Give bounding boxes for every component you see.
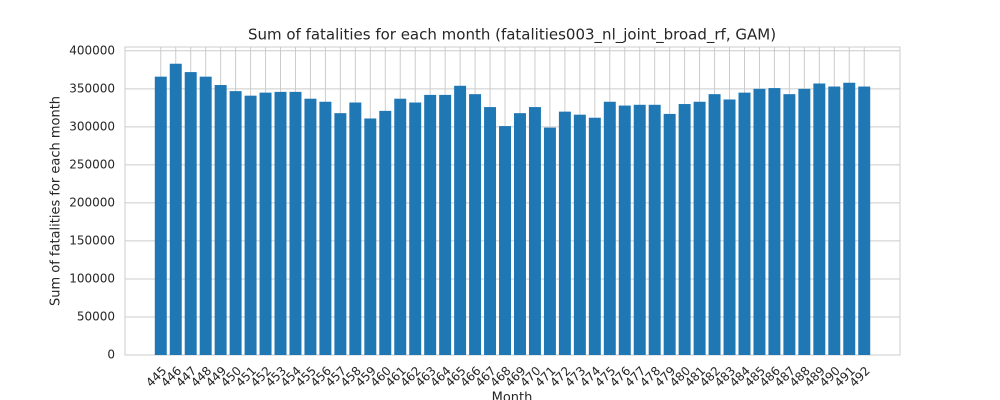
y-tick-label: 300000 bbox=[69, 119, 115, 133]
bar bbox=[828, 86, 841, 355]
chart-title: Sum of fatalities for each month (fatali… bbox=[248, 26, 776, 45]
bar bbox=[394, 98, 407, 356]
y-tick-label: 350000 bbox=[69, 81, 115, 95]
bar bbox=[184, 72, 197, 355]
y-tick-label: 250000 bbox=[69, 157, 115, 171]
bar bbox=[289, 91, 302, 355]
bar bbox=[409, 102, 422, 355]
bar bbox=[364, 118, 377, 355]
bar bbox=[753, 88, 766, 356]
bar bbox=[154, 76, 167, 356]
bar bbox=[379, 110, 392, 355]
y-tick-label: 150000 bbox=[69, 233, 115, 247]
bar bbox=[843, 82, 856, 355]
y-tick-label: 50000 bbox=[77, 309, 115, 323]
y-axis-label: Sum of fatalities for each month bbox=[49, 96, 64, 306]
bar bbox=[858, 86, 871, 355]
x-axis-label: Month bbox=[492, 391, 533, 400]
bar bbox=[499, 126, 512, 355]
bar bbox=[214, 85, 227, 355]
bar bbox=[469, 94, 482, 355]
bar bbox=[603, 101, 616, 355]
bar bbox=[693, 101, 706, 355]
bar bbox=[334, 113, 347, 355]
bar bbox=[678, 104, 691, 355]
bar bbox=[349, 102, 362, 355]
bar bbox=[798, 88, 811, 356]
bar bbox=[633, 104, 646, 355]
bar bbox=[768, 88, 781, 356]
bar bbox=[708, 94, 721, 355]
bar bbox=[454, 85, 467, 355]
y-tick-label: 100000 bbox=[69, 271, 115, 285]
bar bbox=[618, 105, 631, 356]
bar bbox=[319, 101, 332, 355]
bar bbox=[663, 113, 676, 355]
bar bbox=[229, 91, 242, 355]
bar bbox=[484, 107, 497, 355]
bar bbox=[274, 91, 287, 355]
bar bbox=[169, 63, 182, 355]
bar bbox=[513, 113, 526, 355]
bar bbox=[783, 94, 796, 355]
bar bbox=[244, 95, 257, 356]
y-tick-label: 400000 bbox=[69, 43, 115, 57]
bar bbox=[648, 104, 661, 355]
bar bbox=[439, 94, 452, 356]
y-tick-label: 0 bbox=[107, 348, 115, 362]
bar bbox=[259, 92, 272, 355]
bar bbox=[813, 83, 826, 356]
bar bbox=[543, 127, 556, 356]
bar bbox=[558, 111, 571, 356]
bar bbox=[723, 99, 736, 355]
y-tick-label: 200000 bbox=[69, 195, 115, 209]
bar bbox=[304, 98, 317, 356]
bar bbox=[738, 92, 751, 355]
bar bbox=[528, 107, 541, 355]
bar bbox=[588, 117, 601, 356]
bar bbox=[573, 114, 586, 355]
bar bbox=[199, 76, 212, 356]
bar bbox=[424, 94, 437, 356]
